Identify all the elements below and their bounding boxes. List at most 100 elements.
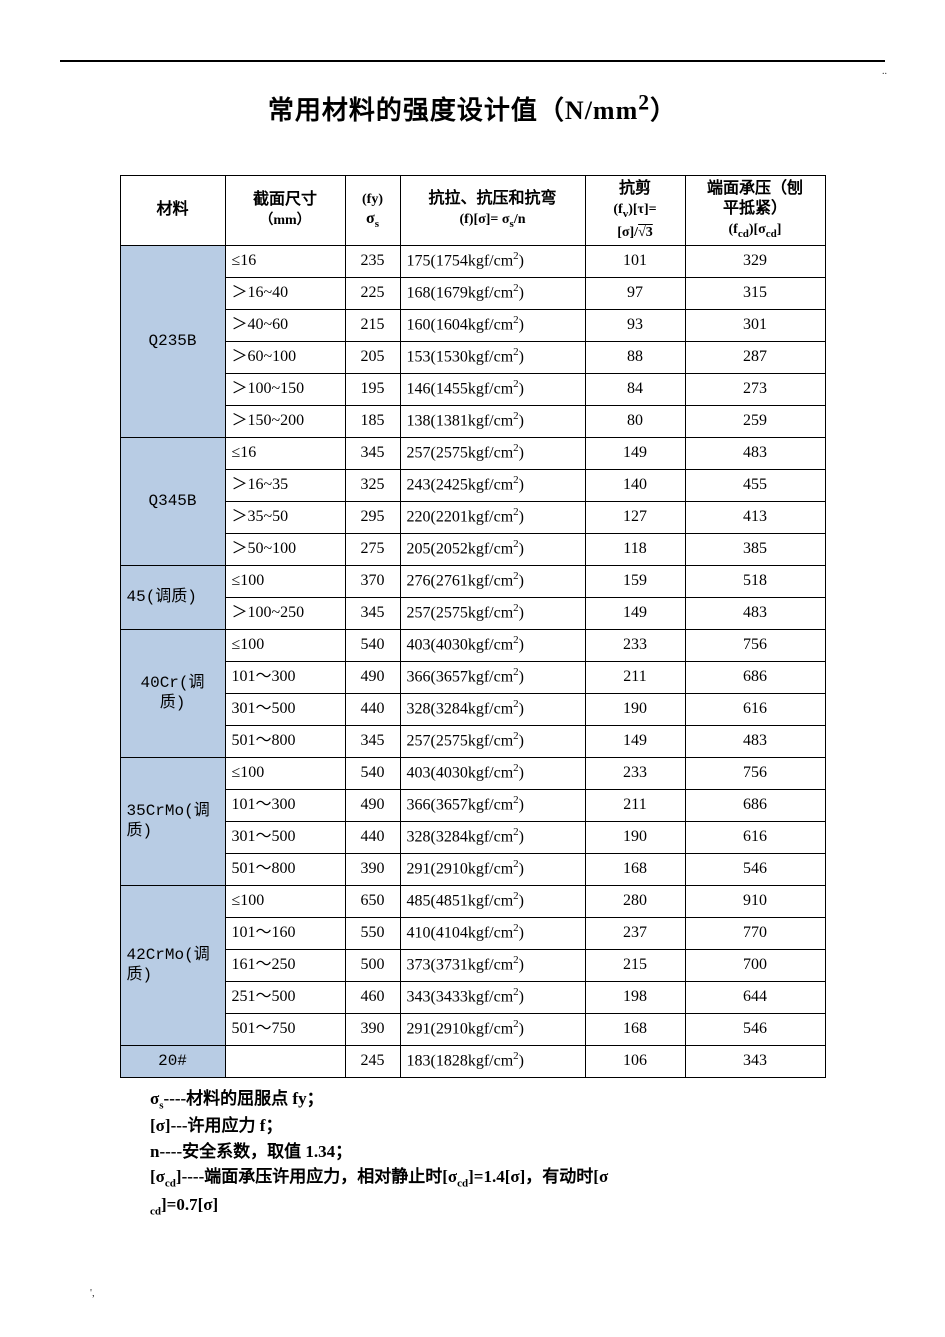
size-cell: 301～500	[225, 693, 345, 725]
shear-cell: 127	[585, 501, 685, 533]
tension-cell: 403(4030kgf/cm2)	[400, 757, 585, 789]
shear-cell: 215	[585, 949, 685, 981]
materials-table: 材料 截面尺寸 （mm） (fy) σs 抗拉、抗压和抗弯 (f)[σ]= σs…	[120, 175, 826, 1078]
tension-cell: 373(3731kgf/cm2)	[400, 949, 585, 981]
bearing-cell: 483	[685, 725, 825, 757]
top-rule	[60, 60, 885, 62]
bearing-cell: 644	[685, 981, 825, 1013]
col-fy: (fy) σs	[345, 176, 400, 246]
size-cell: ＞16~40	[225, 277, 345, 309]
bearing-cell: 455	[685, 469, 825, 501]
size-cell: ≤100	[225, 565, 345, 597]
size-cell: ＞150~200	[225, 405, 345, 437]
material-cell: 45(调质)	[120, 565, 225, 629]
size-cell: ≤100	[225, 885, 345, 917]
tension-cell: 138(1381kgf/cm2)	[400, 405, 585, 437]
fy-cell: 215	[345, 309, 400, 341]
fy-cell: 195	[345, 373, 400, 405]
bearing-cell: 700	[685, 949, 825, 981]
shear-cell: 80	[585, 405, 685, 437]
size-cell: 501～800	[225, 853, 345, 885]
tension-cell: 485(4851kgf/cm2)	[400, 885, 585, 917]
size-cell: 251～500	[225, 981, 345, 1013]
bearing-cell: 301	[685, 309, 825, 341]
bearing-cell: 315	[685, 277, 825, 309]
bearing-cell: 616	[685, 693, 825, 725]
bearing-cell: 483	[685, 597, 825, 629]
bearing-cell: 546	[685, 853, 825, 885]
col-tension: 抗拉、抗压和抗弯 (f)[σ]= σs/n	[400, 176, 585, 246]
material-cell: Q235B	[120, 245, 225, 437]
note-line-2: [σ]---许用应力 f；	[150, 1113, 870, 1139]
tension-cell: 410(4104kgf/cm2)	[400, 917, 585, 949]
bearing-cell: 329	[685, 245, 825, 277]
tension-cell: 343(3433kgf/cm2)	[400, 981, 585, 1013]
shear-cell: 280	[585, 885, 685, 917]
fy-cell: 205	[345, 341, 400, 373]
table-row: 42CrMo(调质)≤100650485(4851kgf/cm2)280910	[120, 885, 825, 917]
shear-cell: 159	[585, 565, 685, 597]
fy-cell: 540	[345, 757, 400, 789]
title-unit: N/mm2	[565, 96, 650, 125]
tension-cell: 153(1530kgf/cm2)	[400, 341, 585, 373]
fy-cell: 185	[345, 405, 400, 437]
tension-cell: 328(3284kgf/cm2)	[400, 821, 585, 853]
fy-cell: 490	[345, 789, 400, 821]
shear-cell: 106	[585, 1045, 685, 1077]
footer-mark: ',	[90, 1287, 95, 1299]
tension-cell: 220(2201kgf/cm2)	[400, 501, 585, 533]
fy-cell: 650	[345, 885, 400, 917]
fy-cell: 245	[345, 1045, 400, 1077]
size-cell: 101～300	[225, 661, 345, 693]
size-cell: ＞100~250	[225, 597, 345, 629]
table-body: Q235B≤16235175(1754kgf/cm2)101329＞16~402…	[120, 245, 825, 1077]
shear-cell: 198	[585, 981, 685, 1013]
size-cell: ＞16~35	[225, 469, 345, 501]
bearing-cell: 518	[685, 565, 825, 597]
table-row: 301～500440328(3284kgf/cm2)190616	[120, 693, 825, 725]
tension-cell: 205(2052kgf/cm2)	[400, 533, 585, 565]
size-cell: 301～500	[225, 821, 345, 853]
tension-cell: 146(1455kgf/cm2)	[400, 373, 585, 405]
shear-cell: 233	[585, 757, 685, 789]
bearing-cell: 910	[685, 885, 825, 917]
corner-mark: ..	[882, 66, 887, 77]
shear-cell: 168	[585, 1013, 685, 1045]
shear-cell: 237	[585, 917, 685, 949]
material-cell: 42CrMo(调质)	[120, 885, 225, 1045]
size-cell: ＞60~100	[225, 341, 345, 373]
shear-cell: 93	[585, 309, 685, 341]
size-cell: 501～800	[225, 725, 345, 757]
tension-cell: 366(3657kgf/cm2)	[400, 661, 585, 693]
table-row: ＞50~100275205(2052kgf/cm2)118385	[120, 533, 825, 565]
tension-cell: 257(2575kgf/cm2)	[400, 725, 585, 757]
bearing-cell: 616	[685, 821, 825, 853]
size-cell: 501～750	[225, 1013, 345, 1045]
fy-cell: 275	[345, 533, 400, 565]
size-cell: ≤100	[225, 629, 345, 661]
bearing-cell: 259	[685, 405, 825, 437]
size-cell: ＞35~50	[225, 501, 345, 533]
table-header: 材料 截面尺寸 （mm） (fy) σs 抗拉、抗压和抗弯 (f)[σ]= σs…	[120, 176, 825, 246]
shear-cell: 233	[585, 629, 685, 661]
tension-cell: 291(2910kgf/cm2)	[400, 1013, 585, 1045]
material-cell: Q345B	[120, 437, 225, 565]
tension-cell: 328(3284kgf/cm2)	[400, 693, 585, 725]
table-row: 161～250500373(3731kgf/cm2)215700	[120, 949, 825, 981]
notes-block: σs----材料的屈服点 fy； [σ]---许用应力 f； n----安全系数…	[150, 1086, 870, 1221]
table-row: 101～300490366(3657kgf/cm2)211686	[120, 661, 825, 693]
shear-cell: 84	[585, 373, 685, 405]
fy-cell: 440	[345, 821, 400, 853]
shear-cell: 149	[585, 725, 685, 757]
table-row: Q235B≤16235175(1754kgf/cm2)101329	[120, 245, 825, 277]
shear-cell: 118	[585, 533, 685, 565]
bearing-cell: 343	[685, 1045, 825, 1077]
shear-cell: 211	[585, 789, 685, 821]
table-row: 501～800345257(2575kgf/cm2)149483	[120, 725, 825, 757]
table-row: 501～800390291(2910kgf/cm2)168546	[120, 853, 825, 885]
bearing-cell: 273	[685, 373, 825, 405]
fy-cell: 225	[345, 277, 400, 309]
table-row: ＞16~40225168(1679kgf/cm2)97315	[120, 277, 825, 309]
fy-cell: 345	[345, 437, 400, 469]
fy-cell: 370	[345, 565, 400, 597]
